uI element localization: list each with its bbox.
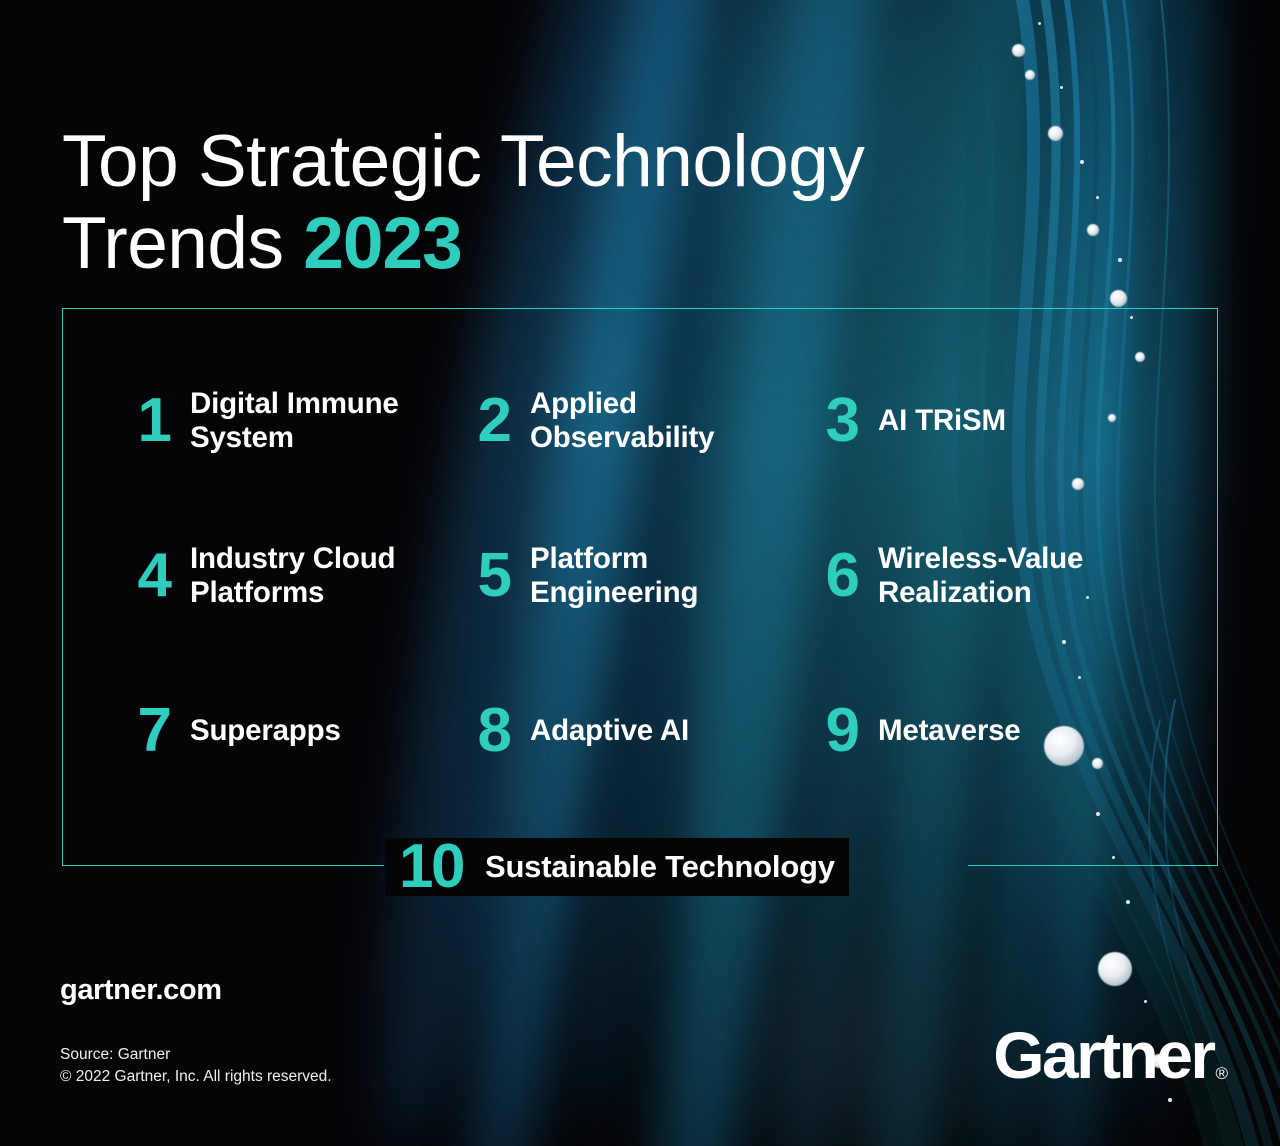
trend-item-6: 6 Wireless-Value Realization	[802, 499, 1218, 654]
trend-number: 5	[477, 540, 512, 610]
bokeh-dot	[1092, 758, 1103, 769]
trend-item-4: 4 Industry Cloud Platforms	[62, 499, 442, 654]
bokeh-dot	[1012, 44, 1025, 57]
trends-grid: 1 Digital Immune System 2 Applied Observ…	[62, 308, 1218, 866]
frame-left-border	[62, 308, 63, 866]
trend-label: AI TRiSM	[878, 404, 1006, 438]
bokeh-dot	[1048, 126, 1063, 141]
fiber-optic-swirl	[920, 0, 1280, 1146]
spark-dot	[1168, 1098, 1172, 1102]
trend-number: 2	[477, 386, 512, 456]
trend-label: Superapps	[190, 713, 341, 747]
bokeh-dot	[1044, 726, 1084, 766]
trend-number: 1	[137, 386, 172, 456]
trend-label: Digital Immune System	[190, 387, 399, 455]
trend-number: 9	[825, 695, 860, 765]
title-line-1: Top Strategic Technology	[62, 120, 865, 202]
spark-dot	[1080, 160, 1084, 164]
bokeh-dot	[1072, 478, 1084, 490]
trend-number: 7	[137, 695, 172, 765]
trend-item-1: 1 Digital Immune System	[62, 344, 442, 499]
bokeh-dot	[1098, 952, 1132, 986]
trend-item-3: 3 AI TRiSM	[802, 344, 1218, 499]
source-line: Source: Gartner	[60, 1046, 171, 1063]
spark-dot	[1126, 900, 1130, 904]
spark-dot	[1060, 86, 1063, 89]
page-title: Top Strategic Technology Trends 2023	[62, 121, 1062, 286]
registered-trademark-icon: ®	[1215, 1064, 1228, 1083]
bokeh-dot	[1108, 414, 1116, 422]
trend-item-2: 2 Applied Observability	[442, 344, 802, 499]
trend-item-9: 9 Metaverse	[802, 653, 1218, 808]
trend-number: 8	[477, 695, 512, 765]
trend-label: Metaverse	[878, 713, 1021, 747]
trend-label: Adaptive AI	[530, 713, 689, 747]
trend-number: 10	[399, 832, 465, 901]
trend-label: Platform Engineering	[530, 541, 699, 609]
trend-label: Wireless-Value Realization	[878, 541, 1084, 609]
website-url[interactable]: gartner.com	[60, 974, 222, 1006]
spark-dot	[1038, 22, 1041, 25]
trend-number: 3	[825, 386, 860, 456]
trend-item-10: 10 Sustainable Technology	[385, 832, 849, 901]
title-line-2-prefix: Trends	[62, 203, 304, 285]
spark-dot	[1118, 258, 1122, 262]
source-attribution: Source: Gartner © 2022 Gartner, Inc. All…	[60, 1044, 332, 1089]
spark-dot	[1062, 640, 1066, 644]
trend-label: Applied Observability	[530, 387, 715, 455]
gartner-logo-text: Gartner	[993, 1018, 1216, 1092]
trend-label: Industry Cloud Platforms	[190, 541, 396, 609]
spark-dot	[1112, 856, 1115, 859]
frame-bottom-border-left	[62, 865, 384, 866]
trend-number: 6	[825, 540, 860, 610]
spark-dot	[1096, 196, 1099, 199]
spark-dot	[1130, 316, 1133, 319]
bokeh-dot	[1110, 290, 1127, 307]
trend-item-8: 8 Adaptive AI	[442, 653, 802, 808]
bokeh-dot	[1135, 352, 1145, 362]
spark-dot	[1086, 596, 1089, 599]
bokeh-dot	[1025, 70, 1035, 80]
trend-number: 4	[137, 540, 172, 610]
bokeh-dot	[1152, 1054, 1166, 1068]
trend-label: Sustainable Technology	[484, 849, 835, 884]
trend-item-7: 7 Superapps	[62, 653, 442, 808]
spark-dot	[1078, 676, 1081, 679]
spark-dot	[1144, 1000, 1147, 1003]
spark-dot	[1070, 560, 1074, 564]
spark-dot	[1096, 812, 1100, 816]
trend-item-5: 5 Platform Engineering	[442, 499, 802, 654]
gartner-logo: Gartner ®	[993, 1022, 1228, 1088]
title-year: 2023	[303, 203, 462, 285]
bokeh-dot	[1087, 224, 1099, 236]
fiber-strands-svg	[948, 0, 1280, 1146]
copyright-line: © 2022 Gartner, Inc. All rights reserved…	[60, 1068, 332, 1086]
